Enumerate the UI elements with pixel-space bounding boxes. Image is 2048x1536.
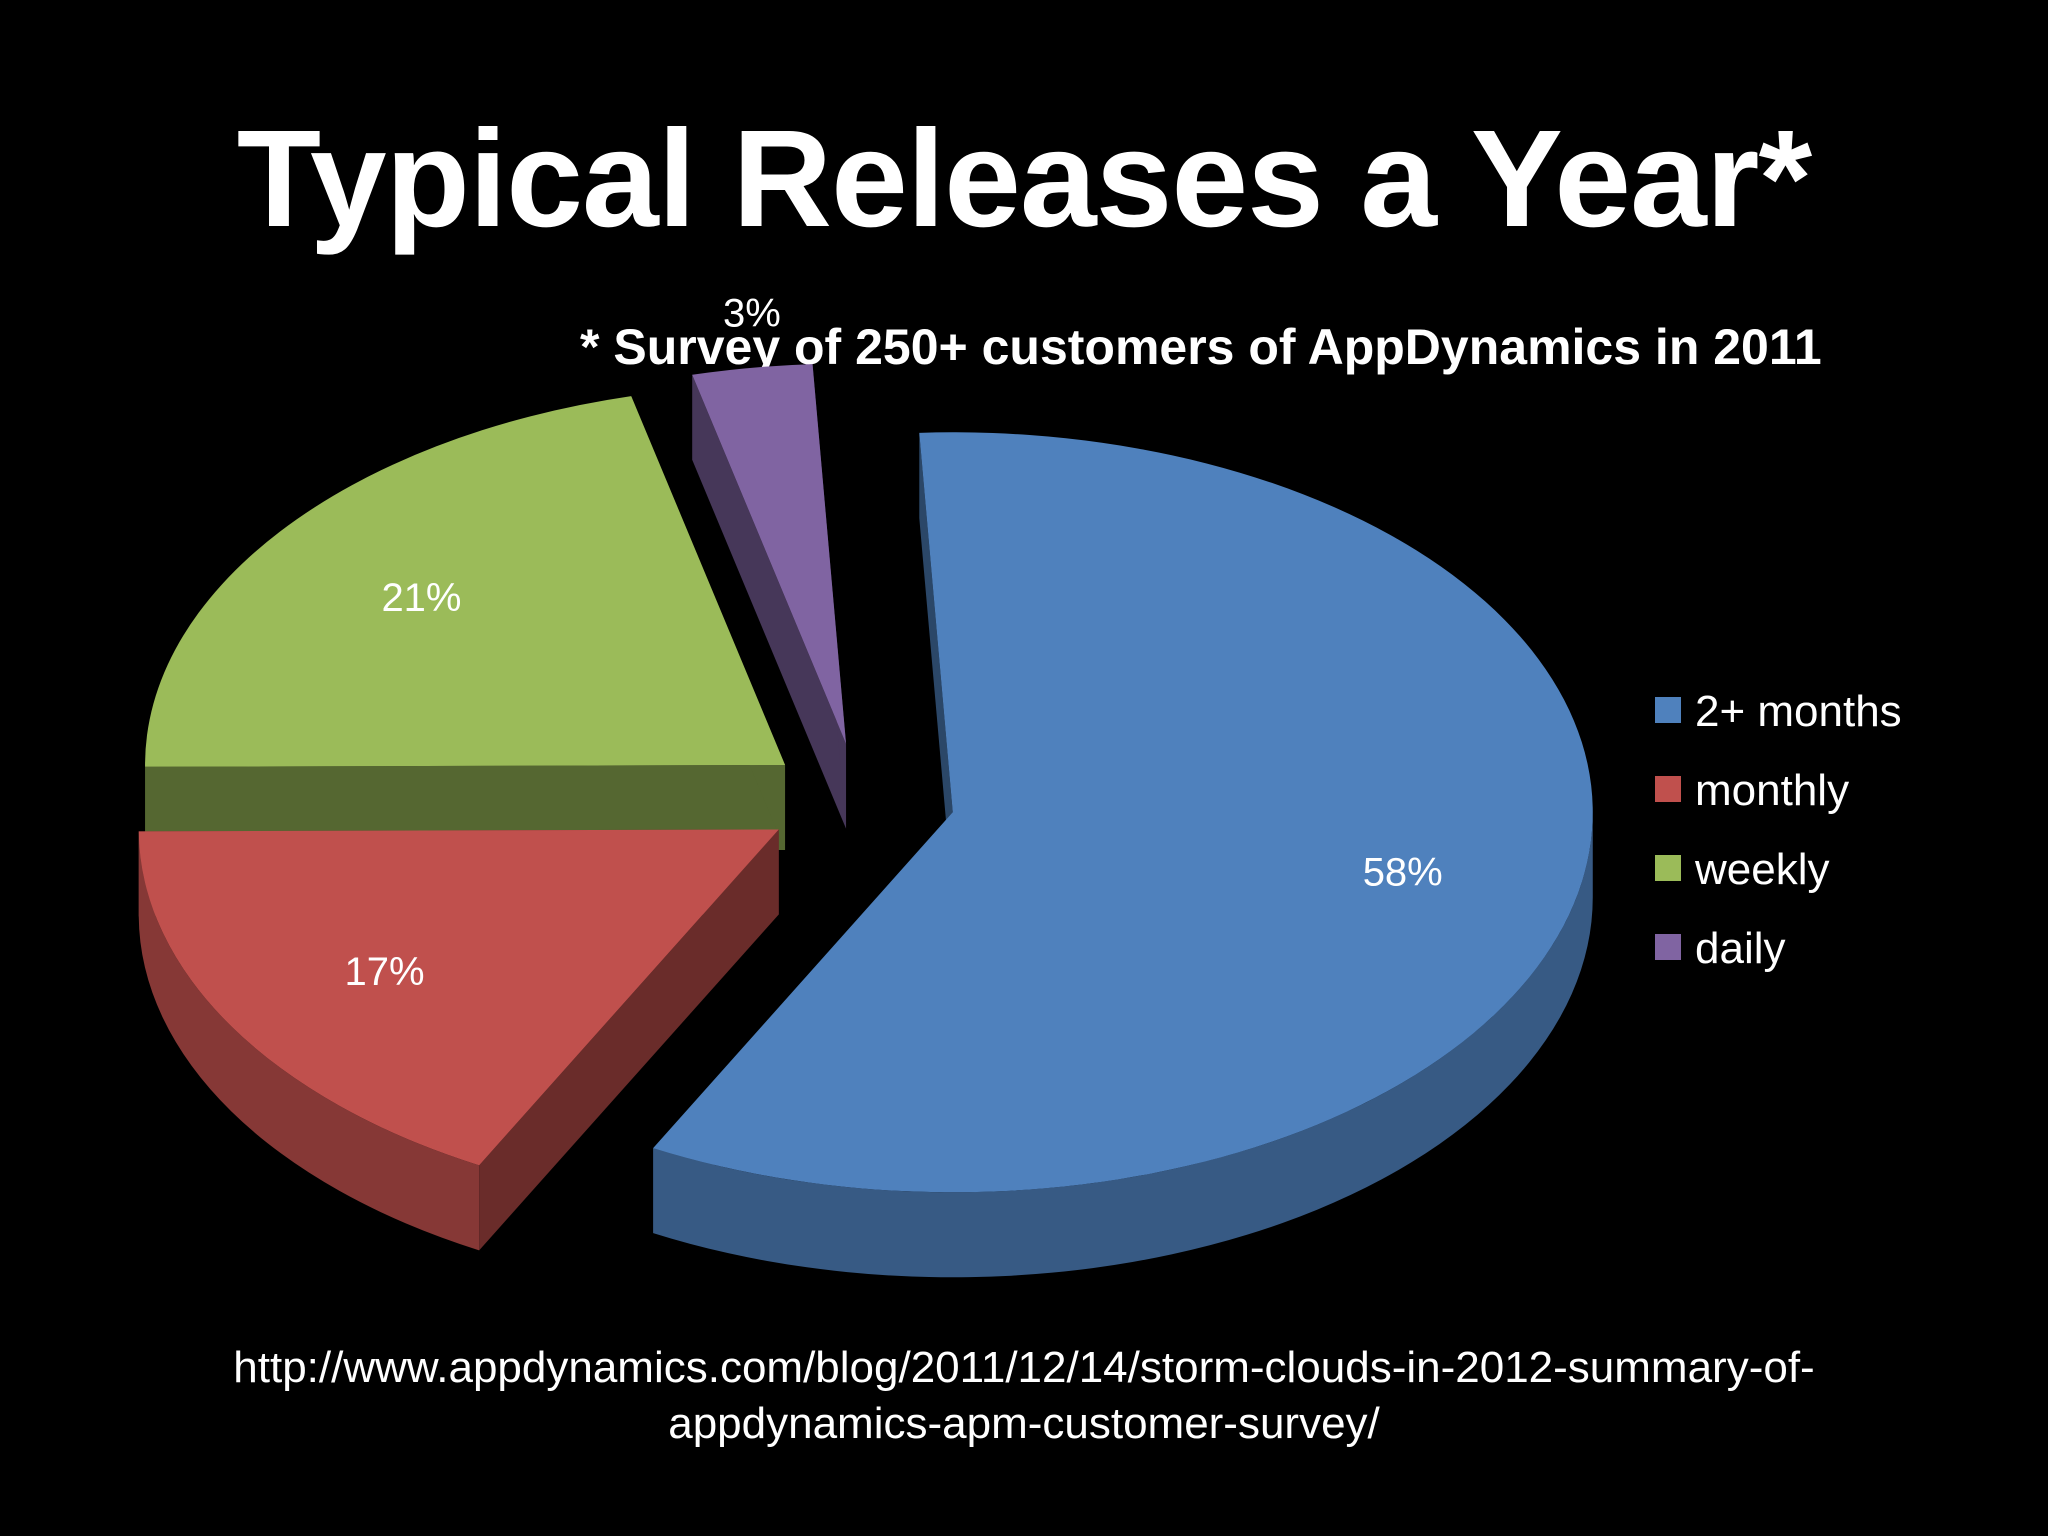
slide-subtitle: * Survey of 250+ customers of AppDynamic… [580, 319, 1822, 375]
legend-swatch-daily [1655, 934, 1681, 960]
slice-side-wall [479, 829, 779, 1251]
data-label-daily: 3% [723, 292, 781, 336]
source-link-line-2[interactable]: appdynamics-apm-customer-survey/ [668, 1399, 1380, 1448]
slice-side-wall [919, 432, 953, 898]
slice-top [653, 432, 1593, 1193]
legend-swatch-weekly [1655, 855, 1681, 881]
pie-slice-monthly [138, 829, 779, 1251]
slice-top [138, 829, 779, 1166]
slice-rim [138, 831, 480, 1251]
pie-slice-weekly [145, 396, 786, 852]
legend-label-daily: daily [1695, 924, 1786, 973]
pie-slice-2-months [653, 432, 1593, 1278]
legend: 2+ months monthly weekly daily [1655, 687, 1902, 973]
slice-top [692, 364, 847, 744]
source-link[interactable]: http://www.appdynamics.com/blog/2011/12/… [0, 1340, 2048, 1452]
legend-swatch-2-months [1655, 697, 1681, 723]
legend-label-weekly: weekly [1694, 845, 1830, 894]
source-link-line-1[interactable]: http://www.appdynamics.com/blog/2011/12/… [233, 1343, 1815, 1392]
legend-label-monthly: monthly [1695, 766, 1849, 815]
slide-title: Typical Releases a Year* [236, 102, 1812, 256]
pie-slice-daily [692, 364, 847, 829]
slice-top [145, 396, 786, 767]
data-label-weekly: 21% [381, 576, 461, 620]
data-label-2-months: 58% [1363, 850, 1443, 894]
slice-side-wall [692, 374, 847, 829]
data-label-monthly: 17% [344, 950, 424, 994]
slice-rim [653, 812, 1593, 1278]
legend-swatch-monthly [1655, 776, 1681, 802]
legend-label-2-months: 2+ months [1695, 687, 1902, 736]
